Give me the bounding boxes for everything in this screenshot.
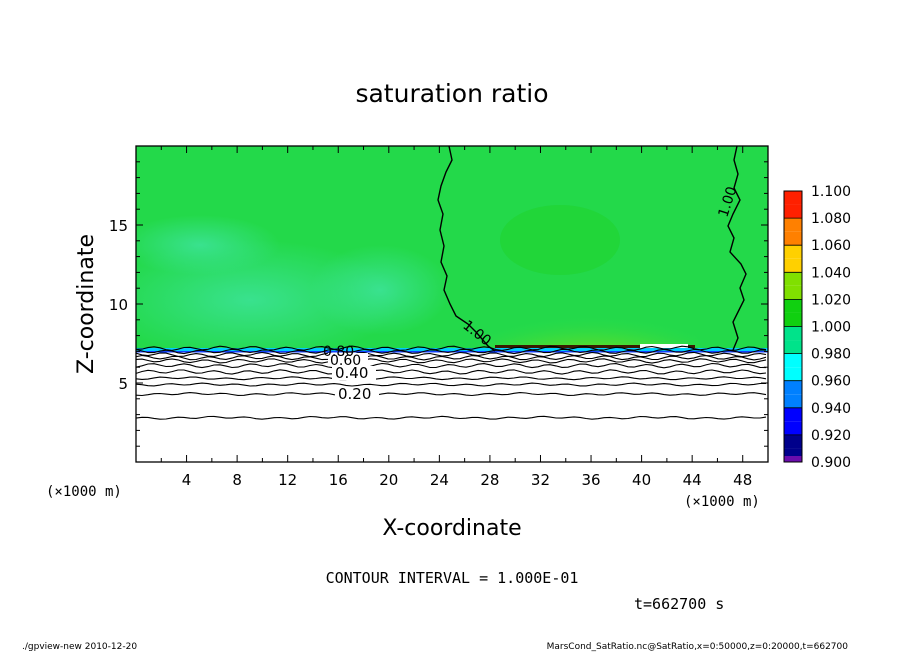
x-tick-label: 4 — [182, 471, 192, 489]
contour-label-0.60: 0.60 — [330, 353, 361, 369]
colorbar-swatch — [784, 204, 802, 219]
colorbar-label: 0.980 — [811, 347, 851, 363]
contour-line — [136, 415, 767, 420]
x-tick-label: 28 — [480, 471, 499, 489]
contour-line — [136, 348, 767, 355]
contour-line — [136, 358, 767, 364]
footer-left: ./gpview-new 2010-12-20 — [22, 642, 138, 652]
footer-right: MarsCond_SatRatio.nc@SatRatio,x=0:50000,… — [546, 642, 848, 652]
colorbar-swatch — [784, 456, 802, 462]
condensation-layer — [640, 344, 688, 349]
contour-line — [136, 362, 767, 369]
field-blob — [500, 205, 620, 275]
colorbar-swatch — [784, 353, 802, 368]
chart-title: saturation ratio — [355, 79, 548, 108]
contour-line — [136, 392, 767, 397]
colorbar-swatch — [784, 421, 802, 435]
colorbar-swatch — [784, 340, 802, 354]
colorbar-swatch — [784, 231, 802, 246]
colorbar-label: 1.000 — [811, 320, 851, 336]
contour-label-0.40: 0.40 — [335, 364, 368, 382]
contour-line — [136, 351, 767, 358]
x-tick-label: 8 — [232, 471, 242, 489]
colorbar-swatch — [784, 407, 802, 422]
colorbar-swatch — [784, 312, 802, 327]
colorbar-swatch — [784, 285, 802, 300]
colorbar-swatch — [784, 326, 802, 341]
colorbar-swatch — [784, 299, 802, 313]
x-tick-label: 32 — [531, 471, 550, 489]
x-tick-label: 24 — [430, 471, 449, 489]
x-tick-label: 12 — [278, 471, 297, 489]
x-tick-label: 40 — [632, 471, 651, 489]
field-blob — [136, 215, 280, 275]
colorbar-label: 0.920 — [811, 428, 851, 444]
x-axis: 4 8 12 16 20 24 28 32 36 40 44 48 — [160, 146, 769, 489]
x-tick-label: 36 — [581, 471, 600, 489]
colorbar-swatch — [784, 394, 802, 408]
colorbar-swatch — [784, 191, 802, 205]
colorbar: 0.900 0.920 0.940 0.960 0.980 1.000 1.020 1.040… — [783, 184, 851, 471]
contour-1.00-right — [727, 146, 747, 351]
y-tick-label: 10 — [109, 296, 128, 314]
contour-interval: CONTOUR INTERVAL = 1.000E-01 — [326, 569, 579, 587]
contour-line — [136, 369, 767, 375]
condensation-layer — [495, 345, 695, 349]
contour-label-bg — [328, 353, 368, 366]
contour-line — [136, 345, 767, 351]
colorbar-swatch — [784, 367, 802, 381]
boundary-line — [136, 348, 768, 351]
colorbar-swatch — [784, 258, 802, 273]
contour-1.00-left — [437, 146, 496, 352]
field-blob — [310, 245, 450, 335]
contour-label-0.80: 0.80 — [323, 344, 354, 360]
colorbar-label: 1.040 — [811, 265, 851, 281]
colorbar-swatch — [784, 245, 802, 259]
colorbar-label: 1.020 — [811, 292, 851, 308]
contour-line — [136, 354, 767, 361]
colorbar-swatch — [784, 218, 802, 232]
x-tick-label: 16 — [329, 471, 348, 489]
unsaturated-region — [136, 352, 768, 462]
contour-line — [136, 382, 767, 387]
y-axis-label: Z-coordinate — [74, 234, 99, 374]
colorbar-label: 0.900 — [811, 455, 851, 471]
colorbar-swatch — [784, 272, 802, 286]
contour-line — [136, 376, 767, 381]
contour-lines — [136, 345, 767, 420]
time-label: t=662700 s — [634, 595, 724, 613]
x-tick-label: 44 — [683, 471, 702, 489]
contour-label-bg — [332, 366, 376, 380]
y-tick-label: 5 — [118, 375, 128, 393]
colorbar-label: 1.060 — [811, 238, 851, 254]
colorbar-label: 0.960 — [811, 374, 851, 390]
plot-area — [136, 146, 768, 462]
contour-label-bg — [335, 387, 379, 401]
x-tick-label: 20 — [379, 471, 398, 489]
contour-label-0.20: 0.20 — [338, 385, 371, 403]
x-axis-unit: (×1000 m) — [684, 494, 760, 510]
colorbar-swatch — [784, 380, 802, 395]
y-tick-label: 15 — [109, 217, 128, 235]
y-axis: 5 10 15 — [109, 161, 768, 447]
x-tick-label: 48 — [733, 471, 752, 489]
colorbar-label: 1.080 — [811, 211, 851, 227]
colorbar-label: 1.100 — [811, 184, 851, 200]
y-axis-unit: (×1000 m) — [46, 484, 122, 500]
colorbar-swatch — [784, 434, 802, 449]
colorbar-label: 0.940 — [811, 401, 851, 417]
x-axis-label: X-coordinate — [382, 516, 521, 541]
